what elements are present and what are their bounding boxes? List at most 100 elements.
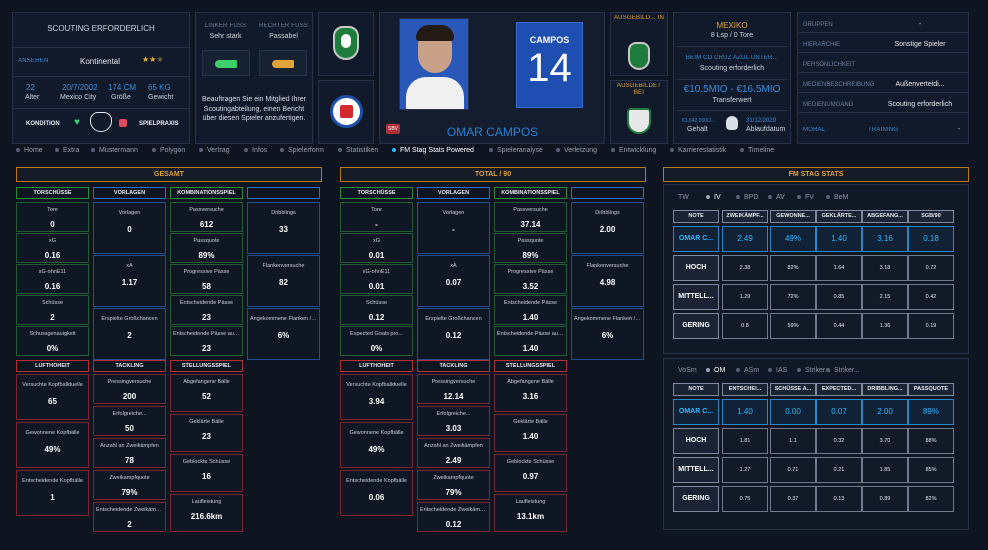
info-row-key: PERSÖNLICHKEIT — [803, 62, 856, 68]
nav-tab-label: Mustermann — [99, 147, 138, 154]
fm2-row-name[interactable]: HOCH — [673, 428, 719, 454]
total-stat-cell: Schüsse 0.12 — [340, 295, 413, 325]
loan-value: Scouting erforderlich — [699, 65, 765, 72]
nav-tab-karrierestatistik[interactable]: Karrierestatistik — [670, 147, 726, 154]
nav-tab-entwicklung[interactable]: Entwicklung — [611, 147, 656, 154]
nav-tab-home[interactable]: Home — [16, 147, 43, 154]
total-stat-cell: Passversuche 37.14 — [494, 202, 567, 232]
fm1-row-name[interactable]: OMAR C... — [673, 226, 719, 252]
fm2-tab-asm[interactable]: ASm — [736, 367, 759, 374]
fm2-row-name[interactable]: GERING — [673, 486, 719, 512]
stat-label: xG — [48, 238, 57, 244]
stat-value: 2 — [127, 331, 132, 340]
nav-dot-icon — [670, 148, 674, 153]
scout-request-text[interactable]: Beauftragen Sie ein Mitglied Ihrer Scout… — [202, 96, 306, 122]
fm2-row-name[interactable]: OMAR C... — [673, 399, 719, 425]
stat-value: 1.40 — [522, 344, 539, 353]
fm1-tab-iv[interactable]: IV — [706, 194, 721, 201]
fm1-row-name[interactable]: HOCH — [673, 255, 719, 281]
nav-tab-polygon[interactable]: Polygon — [152, 147, 185, 154]
scouting-title[interactable]: SCOUTING ERFORDERLICH — [47, 24, 155, 33]
fm1-cell: 0.44 — [816, 313, 862, 339]
info-row[interactable]: PERSÖNLICHKEIT — [797, 57, 969, 73]
gesamt-col-stellung-header: STELLUNGSSPIEL — [170, 360, 243, 372]
stat-label: Geklärte Bälle — [189, 419, 224, 425]
total-stat-cell: Vorlagen - — [417, 202, 490, 254]
fm1-tab-fv[interactable]: FV — [797, 194, 814, 201]
nav-tab-extra[interactable]: Extra — [55, 147, 79, 154]
tab-label: IV — [714, 194, 721, 201]
nav-tab-infos[interactable]: Infos — [244, 147, 267, 154]
spielpraxis-label: SPIELPRAXIS — [139, 121, 179, 127]
fm2-tab-ias[interactable]: IAS — [768, 367, 787, 374]
info-row[interactable]: HIERARCHIE Sonstige Spieler — [797, 37, 969, 53]
total-stat-cell: Expected Goals pro... 0% — [340, 326, 413, 356]
total-col-tackling-header: TACKLING — [417, 360, 490, 372]
gesamt-stat-cell: Laufleistung 216.6km — [170, 494, 243, 532]
info-row-value: Scouting erforderlich — [887, 101, 953, 108]
nav-dot-icon — [392, 148, 396, 153]
fm1-cell: 3.16 — [862, 226, 908, 252]
fm2-cell: 0.75 — [722, 486, 768, 512]
stat-value: 0.16 — [44, 251, 61, 260]
fm1-cell: 82% — [770, 255, 816, 281]
fm1-row-name[interactable]: GERING — [673, 313, 719, 339]
stat-value: 3.03 — [445, 424, 462, 433]
stat-label: Entscheidende Pässe aus... — [173, 331, 242, 337]
transfer-value[interactable]: €10.5MIO - €16.5MIO — [683, 84, 781, 95]
fm1-tab-bpd[interactable]: BPD — [736, 194, 758, 201]
stat-label: Dribblings — [595, 210, 620, 216]
nav-tab-statistiken[interactable]: Statistiken — [338, 147, 378, 154]
stat-value: 0.01 — [368, 251, 385, 260]
fm1-tab-av[interactable]: AV — [768, 194, 785, 201]
tab-label: Striker... — [834, 367, 860, 374]
gesamt-stat-cell: Angekommene Flanken / Versuche 6% — [247, 308, 320, 360]
player-name[interactable]: OMAR CAMPOS — [446, 125, 539, 139]
fm1-cell: 59% — [770, 313, 816, 339]
nav-tab-fm-stag-stats-powered[interactable]: FM Stag Stats Powered — [392, 147, 474, 154]
jersey — [516, 22, 583, 108]
stat-label: Schüsse — [365, 300, 388, 306]
fm2-tab-striker-[interactable]: Striker... — [797, 367, 831, 374]
fm1-row-name[interactable]: MITTELL... — [673, 284, 719, 310]
stat-label: Gewonnene Kopfbälle — [349, 430, 404, 436]
info-row[interactable]: MEDIENBESCHREIBUNG Außenverteidi... — [797, 77, 969, 93]
nav-tab-spielerform[interactable]: Spielerform — [280, 147, 324, 154]
age-value: 22 — [26, 83, 35, 92]
player-badge: SBV — [386, 124, 400, 134]
info-row[interactable]: MEDIENUMGANG Scouting erforderlich — [797, 97, 969, 113]
stat-label: Erfolgreiche... — [112, 411, 147, 417]
gesamt-stat-cell: Passquote 89% — [170, 233, 243, 263]
nav-tab-timeline[interactable]: Timeline — [740, 147, 774, 154]
nav-tab-vertrag[interactable]: Vertrag — [199, 147, 230, 154]
stat-label: Progressive Pässe — [507, 269, 554, 275]
fm1-tab-bem[interactable]: BeM — [826, 194, 848, 201]
nation-name[interactable]: MEXIKO — [716, 21, 748, 30]
nav-tab-spieleranalyse[interactable]: Spieleranalyse — [489, 147, 543, 154]
gesamt-stat-cell: Geklärte Bälle 23 — [170, 414, 243, 452]
trained-in-flag-icon — [628, 42, 650, 70]
fm2-tab-striker-[interactable]: Striker... — [826, 367, 860, 374]
stat-label: Laufleistung — [515, 499, 546, 505]
fm1-cell: 0.42 — [908, 284, 954, 310]
gesamt-stat-cell: xG 0.16 — [16, 233, 89, 263]
nav-tab-mustermann[interactable]: Mustermann — [91, 147, 138, 154]
total-stat-cell: xG-ohnE11 0.01 — [340, 264, 413, 294]
gesamt-stat-cell: Entscheidende Pässe aus... 23 — [170, 326, 243, 356]
fm1-tab-tw[interactable]: TW — [678, 194, 689, 201]
heart-icon: ♥ — [74, 117, 80, 128]
fm2-tab-om[interactable]: OM — [706, 367, 725, 374]
stat-value: 0.07 — [445, 278, 462, 287]
stat-label: Tore — [47, 207, 58, 213]
gesamt-stat-cell: Gewonnene Kopfbälle 49% — [16, 422, 89, 468]
star-rating: ★★★ — [142, 55, 164, 64]
fm2-row-name[interactable]: MITTELL... — [673, 457, 719, 483]
fm2-tab-vosm[interactable]: VoSm — [678, 367, 697, 374]
total-stat-cell: Abgefangene Bälle 3.16 — [494, 374, 567, 412]
stat-value: 78 — [125, 456, 134, 465]
info-row-value: Außenverteidi... — [895, 81, 945, 88]
info-row[interactable]: GRUPPEN - — [797, 17, 969, 33]
tab-label: AV — [776, 194, 785, 201]
nav-tab-verletzung[interactable]: Verletzung — [556, 147, 597, 154]
fm1-cell: 0.19 — [908, 313, 954, 339]
